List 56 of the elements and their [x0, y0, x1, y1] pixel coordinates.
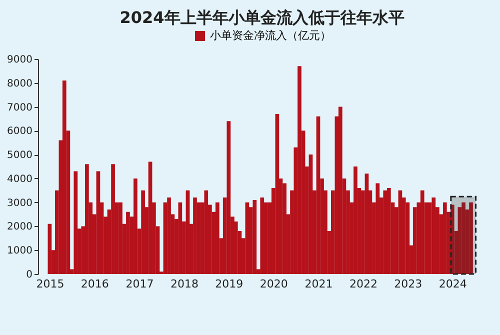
bar: [178, 202, 182, 274]
bar: [48, 224, 52, 274]
y-tick-label: 9000: [7, 54, 32, 66]
bar: [260, 198, 264, 274]
bar: [134, 178, 138, 274]
x-tick-label: 2024: [438, 278, 467, 290]
bar: [386, 188, 391, 274]
x-tick-label: 2017: [126, 278, 154, 290]
x-tick-label: 2015: [36, 278, 64, 290]
y-tick-label: 6000: [7, 126, 32, 138]
bar: [96, 171, 100, 274]
bar: [432, 198, 436, 274]
y-tick-label: 3000: [7, 198, 32, 209]
bar: [398, 190, 402, 274]
bar: [204, 190, 208, 274]
bar: [118, 202, 122, 274]
bar: [245, 202, 250, 274]
bar: [442, 202, 447, 274]
bar: [85, 164, 89, 274]
bar: [111, 164, 115, 274]
bar: [308, 154, 313, 274]
x-tick-label: 2021: [304, 278, 333, 290]
bar: [338, 106, 342, 274]
bar: [141, 190, 145, 274]
bar: [252, 200, 257, 274]
bar: [354, 166, 358, 274]
bar: [316, 116, 320, 274]
bar: [450, 204, 454, 274]
bar: [420, 190, 424, 274]
bar: [275, 114, 280, 274]
bar: [376, 183, 380, 274]
legend-label: 小单资金净流入（亿元）: [210, 29, 331, 42]
bar: [469, 202, 473, 274]
y-tick-label: 7000: [7, 102, 32, 114]
y-tick-label: 1000: [7, 246, 32, 257]
bar: [186, 190, 190, 274]
x-tick-label: 2016: [80, 278, 109, 290]
bar: [148, 162, 152, 274]
y-tick-label: 8000: [7, 78, 32, 90]
x-tick-label: 2022: [349, 278, 378, 290]
chart-title: 2024年上半年小单金流入低于往年水平: [120, 8, 404, 27]
y-tick-label: 5000: [7, 150, 32, 162]
y-tick-label: 4000: [7, 174, 32, 185]
x-tick-label: 2020: [260, 278, 288, 290]
y-tick-label: 2000: [7, 222, 32, 233]
bar: [62, 80, 66, 274]
x-tick-label: 2023: [394, 278, 422, 290]
bar: [215, 202, 220, 274]
bar: [383, 190, 388, 274]
x-tick-label: 2018: [170, 278, 198, 290]
y-tick-label: 0: [26, 270, 32, 280]
bar: [74, 171, 78, 274]
bar: [298, 66, 302, 274]
bar: [193, 198, 197, 274]
x-tick-label: 2019: [215, 278, 244, 290]
bar: [226, 121, 231, 274]
